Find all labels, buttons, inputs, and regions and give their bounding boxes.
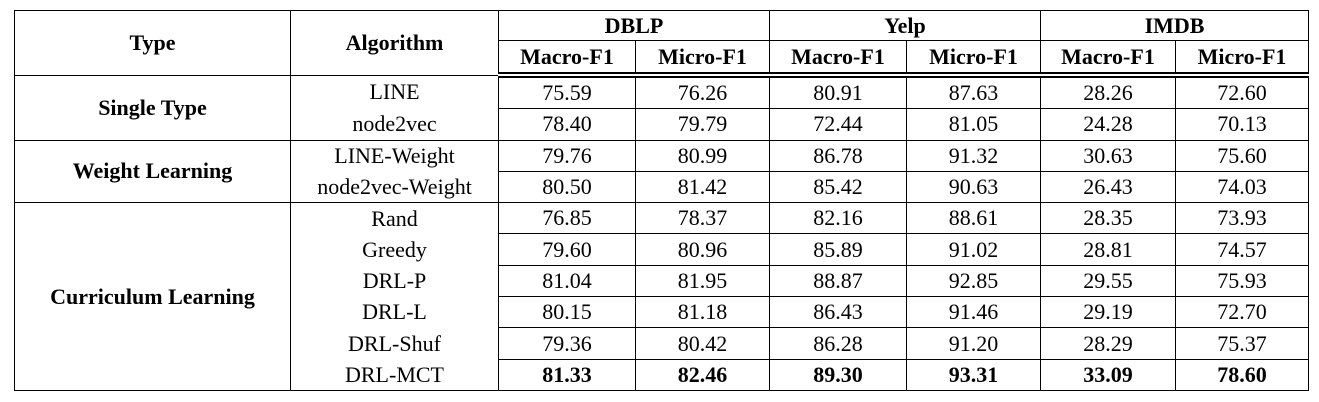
value-cell: 28.29 — [1040, 327, 1176, 360]
value-cell: 81.05 — [906, 108, 1041, 141]
value-cell: 88.87 — [769, 264, 907, 298]
value-cell: 30.63 — [1040, 139, 1176, 172]
value-cell: 28.26 — [1040, 74, 1176, 110]
value-cell: 28.81 — [1040, 233, 1176, 266]
value-cell: 90.63 — [906, 170, 1041, 204]
value-cell: 87.63 — [906, 74, 1041, 110]
metric-header: Macro-F1 — [498, 40, 636, 78]
header-row: Type Algorithm DBLP Yelp IMDB — [14, 10, 1310, 76]
value-cell: 91.02 — [906, 233, 1041, 266]
value-cell: 86.28 — [769, 327, 907, 360]
value-cell: 81.42 — [635, 170, 770, 204]
metric-header: Micro-F1 — [1174, 40, 1310, 78]
value-cell: 76.26 — [635, 74, 770, 110]
data-row: DRL-P 81.04 81.95 88.87 92.85 29.55 75.93 — [15, 264, 1310, 298]
data-row: Weight Learning LINE-Weight 79.76 80.99 86.7… — [14, 139, 1310, 204]
value-cell: 78.60 — [1174, 358, 1310, 391]
value-cell: 89.30 — [769, 358, 907, 391]
value-cell: 86.43 — [769, 296, 907, 329]
value-cell: 72.44 — [769, 108, 907, 141]
value-cell: 74.03 — [1174, 170, 1310, 204]
value-cell: 88.61 — [906, 202, 1041, 235]
value-cell: 28.35 — [1040, 202, 1176, 235]
algorithm-cell: Rand — [290, 202, 499, 234]
value-cell: 85.89 — [769, 233, 907, 266]
value-cell: 80.15 — [498, 296, 636, 329]
value-cell: 78.40 — [498, 108, 636, 141]
algorithm-cell: DRL-P — [290, 265, 499, 297]
algorithm-cell: DRL-MCT — [290, 359, 499, 391]
value-cell: 80.99 — [635, 139, 770, 172]
table-wrap: Type Algorithm DBLP Yelp IMDB Macro-F1 Micro-F… — [14, 10, 1310, 391]
metric-header: Micro-F1 — [906, 40, 1041, 78]
value-cell: 74.57 — [1174, 233, 1310, 266]
type-cell: Weight Learning — [14, 139, 291, 204]
value-cell: 29.19 — [1040, 296, 1176, 329]
value-cell: 91.20 — [906, 327, 1041, 360]
value-cell: 75.59 — [498, 74, 636, 110]
metric-header: Micro-F1 — [635, 40, 770, 78]
value-cell: 79.76 — [498, 139, 636, 172]
value-cell: 85.42 — [769, 170, 907, 204]
type-cell: Single Type — [14, 74, 291, 141]
algorithm-cell: LINE-Weight — [290, 139, 499, 172]
dataset-header: IMDB — [1039, 10, 1310, 41]
value-cell: 86.78 — [769, 139, 907, 172]
value-cell: 82.46 — [635, 358, 770, 391]
value-cell: 79.79 — [635, 108, 770, 141]
metric-header: Macro-F1 — [1040, 40, 1176, 78]
algorithm-cell: DRL-Shuf — [290, 327, 499, 360]
value-cell: 73.93 — [1174, 202, 1310, 235]
value-cell: 79.60 — [498, 233, 636, 266]
value-cell: 82.16 — [769, 202, 907, 235]
value-cell: 80.96 — [635, 233, 770, 266]
value-cell: 80.42 — [635, 327, 770, 360]
value-cell: 26.43 — [1040, 170, 1176, 204]
value-cell: 33.09 — [1040, 358, 1176, 391]
value-cell: 76.85 — [498, 202, 636, 235]
value-cell: 81.95 — [635, 264, 770, 298]
value-cell: 79.36 — [498, 327, 636, 360]
data-row: node2vec-Weight 80.50 81.42 85.42 90.63 26.43… — [15, 170, 1310, 204]
data-row: Curriculum Learning Rand 76.85 78.37 82.16 88… — [14, 202, 1310, 391]
value-cell: 72.70 — [1174, 296, 1310, 329]
value-cell: 80.50 — [498, 170, 636, 204]
type-header: Type — [14, 10, 291, 76]
value-cell: 93.31 — [906, 358, 1041, 391]
value-cell: 81.04 — [498, 264, 636, 298]
algorithm-header: Algorithm — [290, 10, 499, 76]
algorithm-cell: Greedy — [290, 233, 499, 266]
data-row: DRL-L 80.15 81.18 86.43 91.46 29.19 72.70 — [15, 296, 1310, 329]
dataset-header: Yelp — [769, 10, 1041, 41]
value-cell: 75.37 — [1174, 327, 1310, 360]
metric-header: Macro-F1 — [769, 40, 907, 78]
algorithm-cell: node2vec-Weight — [290, 171, 499, 204]
algorithm-cell: node2vec — [290, 108, 499, 141]
dataset-header: DBLP — [498, 10, 770, 41]
algorithm-cell: LINE — [290, 74, 499, 109]
algorithm-cell: DRL-L — [290, 296, 499, 328]
value-cell: 75.60 — [1174, 139, 1310, 172]
value-cell: 92.85 — [906, 264, 1041, 298]
value-cell: 81.18 — [635, 296, 770, 329]
header-row: Macro-F1 Micro-F1 Macro-F1 Micro-F1 Macro-F1… — [15, 40, 1310, 78]
value-cell: 72.60 — [1174, 74, 1310, 110]
data-row: Single Type LINE 75.59 76.26 80.91 87.63 28.26… — [14, 74, 1310, 141]
type-cell: Curriculum Learning — [14, 202, 291, 391]
value-cell: 81.33 — [498, 358, 636, 391]
results-table: Type Algorithm DBLP Yelp IMDB Macro-F1 Micro-F… — [14, 10, 1310, 391]
data-row: DRL-MCT 81.33 82.46 89.30 93.31 33.09 78.60 — [15, 358, 1310, 391]
value-cell: 91.46 — [906, 296, 1041, 329]
data-row: DRL-Shuf 79.36 80.42 86.28 91.20 28.29 75.37 — [15, 327, 1310, 360]
value-cell: 78.37 — [635, 202, 770, 235]
value-cell: 75.93 — [1174, 264, 1310, 298]
value-cell: 91.32 — [906, 139, 1041, 172]
value-cell: 24.28 — [1040, 108, 1176, 141]
data-row: node2vec 78.40 79.79 72.44 81.05 24.28 70.13 — [15, 108, 1310, 141]
value-cell: 29.55 — [1040, 264, 1176, 298]
value-cell: 70.13 — [1174, 108, 1310, 141]
value-cell: 80.91 — [769, 74, 907, 110]
